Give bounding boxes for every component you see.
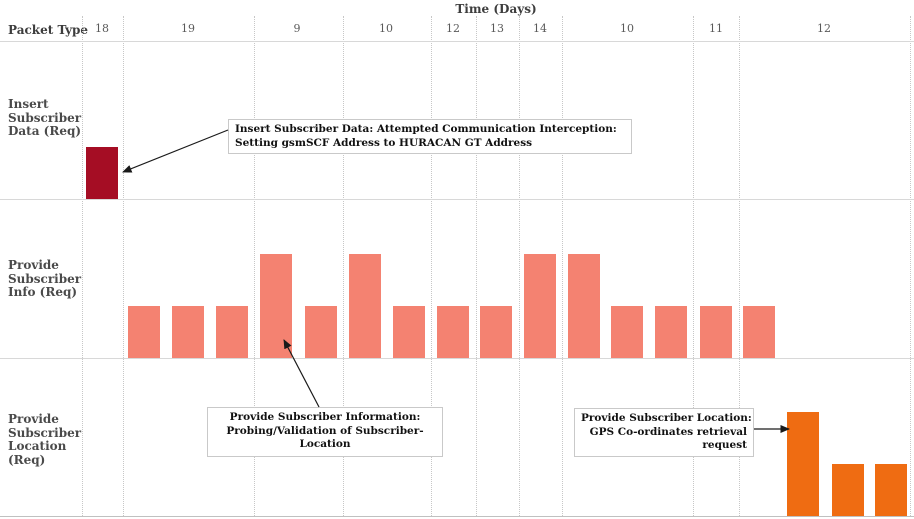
bar-provide-subscriber-info [655,306,687,358]
vertical-gridline [431,16,432,516]
vertical-gridline [562,16,563,516]
bar-provide-subscriber-info [216,306,248,358]
bar-provide-subscriber-info [568,254,600,358]
bar-provide-subscriber-location [832,464,864,516]
packet-type-axis-label: Packet Type [8,23,89,37]
bar-provide-subscriber-info [743,306,775,358]
x-tick-label: 18 [95,22,109,35]
vertical-gridline [519,16,520,516]
vertical-gridline [82,16,83,516]
vertical-gridline [910,16,911,516]
vertical-gridline [343,16,344,516]
bar-insert-subscriber-data [86,147,118,199]
bar-provide-subscriber-info [611,306,643,358]
note-provide-subscriber-location: Provide Subscriber Location: GPS Co-ordi… [574,408,754,457]
bar-provide-subscriber-location [787,412,819,516]
row-separator [0,199,914,200]
row-label-provide-subscriber-location: Provide Subscriber Location (Req) [8,412,82,467]
row-label-provide-subscriber-info: Provide Subscriber Info (Req) [8,258,82,299]
vertical-gridline [254,16,255,516]
bar-provide-subscriber-info [260,254,292,358]
bar-provide-subscriber-location [875,464,907,516]
row-separator [0,358,914,359]
x-tick-label: 12 [817,22,831,35]
row-separator [0,41,914,42]
x-tick-label: 12 [446,22,460,35]
bar-provide-subscriber-info [524,254,556,358]
annotation-arrow [122,129,229,173]
chart-title: Time (Days) [455,2,537,16]
note-provide-subscriber-info: Provide Subscriber Information: Probing/… [207,407,443,457]
bar-provide-subscriber-info [349,254,381,358]
x-tick-label: 9 [293,22,301,35]
x-tick-label: 14 [533,22,547,35]
x-tick-label: 10 [620,22,634,35]
vertical-gridline [123,16,124,516]
bar-provide-subscriber-info [700,306,732,358]
vertical-gridline [693,16,694,516]
bar-provide-subscriber-info [172,306,204,358]
row-label-insert-subscriber-data: Insert Subscriber Data (Req) [8,97,82,138]
x-tick-label: 13 [490,22,504,35]
bar-provide-subscriber-info [305,306,337,358]
bar-provide-subscriber-info [128,306,160,358]
x-tick-label: 10 [379,22,393,35]
vertical-gridline [739,16,740,516]
bar-provide-subscriber-info [393,306,425,358]
x-tick-label: 11 [709,22,723,35]
bar-provide-subscriber-info [437,306,469,358]
vertical-gridline [476,16,477,516]
bar-provide-subscriber-info [480,306,512,358]
row-separator [0,516,914,517]
note-insert-subscriber-data: Insert Subscriber Data: Attempted Commun… [228,119,632,154]
x-tick-label: 19 [181,22,195,35]
